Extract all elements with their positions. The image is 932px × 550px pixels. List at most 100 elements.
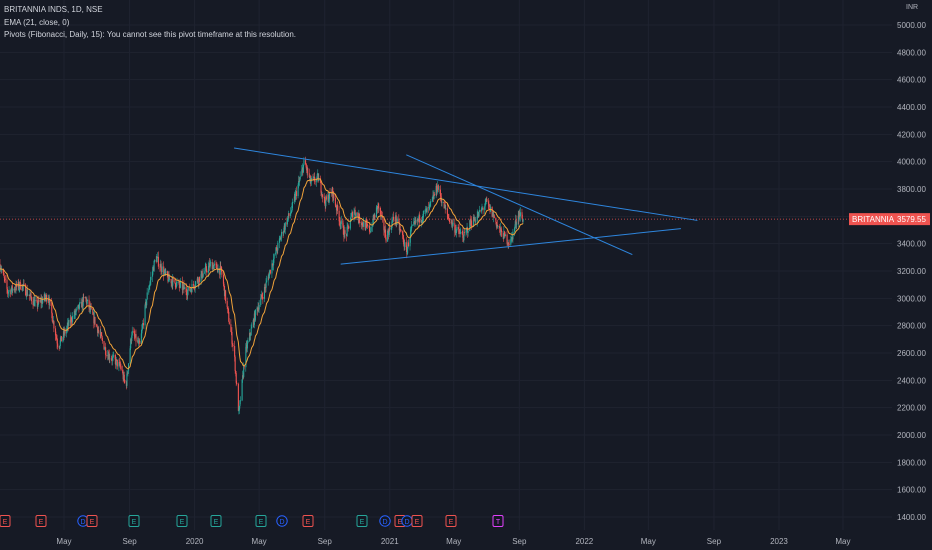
earnings-marker-icon[interactable]: E [86, 515, 98, 527]
candle-body [422, 217, 424, 220]
candle-body [113, 355, 115, 357]
candle-body [8, 291, 10, 293]
dividend-marker-icon[interactable]: D [77, 515, 89, 527]
candle-body [317, 174, 319, 181]
candle-body [424, 210, 427, 211]
split-marker-icon[interactable]: T [492, 515, 504, 527]
candle-body [439, 189, 442, 196]
earnings-marker-icon[interactable]: E [210, 515, 222, 527]
candle-body [521, 212, 523, 219]
candle-body [487, 201, 489, 204]
candle-body [66, 328, 68, 334]
time-axis[interactable]: May Sep 2020 May Sep 2021 May Sep 2022 May Sep 2023… [56, 537, 850, 546]
trendline[interactable] [233, 147, 698, 221]
candle-body [512, 231, 514, 240]
candle-body [436, 185, 438, 193]
candle-body [133, 330, 135, 333]
candle-body [410, 229, 412, 238]
candle-body [249, 332, 251, 336]
earnings-marker-icon[interactable]: E [356, 515, 368, 527]
earnings-marker-icon[interactable]: E [445, 515, 457, 527]
candle-body [34, 301, 36, 306]
candle-body [105, 354, 107, 356]
candle-body [444, 205, 446, 209]
candle-body [506, 234, 508, 244]
candle-body [400, 229, 402, 232]
candle-body [44, 297, 46, 299]
marker-letter: D [404, 519, 409, 526]
ema-indicator-label[interactable]: EMA (21, close, 0) [4, 17, 70, 27]
trendlines[interactable] [233, 147, 698, 265]
earnings-marker-icon[interactable]: E [255, 515, 267, 527]
candle-body [510, 237, 512, 240]
candle-body [344, 230, 346, 234]
candle-body [402, 235, 404, 238]
candle-body [178, 281, 180, 285]
candle-body [37, 299, 39, 305]
candle-body [23, 283, 25, 285]
earnings-marker-icon[interactable]: E [411, 515, 423, 527]
candle-body [239, 400, 242, 402]
candle-body [486, 198, 488, 202]
candle-body [495, 221, 497, 227]
candle-body [365, 222, 367, 224]
candle-body [6, 288, 9, 293]
candle-body [82, 297, 84, 306]
candle-body [225, 290, 227, 302]
price-axis[interactable]: 1400.00 1600.00 1800.00 2000.00 2200.00 2400.… [897, 21, 926, 522]
candle-body [271, 263, 274, 266]
candle-body [391, 220, 394, 222]
candle-body [288, 213, 290, 216]
dividend-marker-icon[interactable]: D [379, 515, 391, 527]
candle-body [236, 382, 238, 384]
candle-body [103, 341, 105, 350]
candle-body [30, 293, 32, 298]
candle-body [187, 287, 189, 291]
candle-body [242, 375, 244, 380]
candle-body [415, 219, 417, 223]
candle-body [496, 224, 499, 227]
candle-body [484, 204, 486, 207]
marker-letter: E [132, 519, 137, 526]
candle-body [324, 197, 326, 204]
candle-body [318, 178, 320, 181]
candle-body [71, 321, 73, 323]
candle-body [294, 193, 296, 201]
candle-body [118, 362, 120, 367]
candle-body [262, 297, 264, 299]
candle-body [230, 324, 232, 332]
price-tick-label: 3400.00 [897, 240, 926, 249]
price-tick-label: 3000.00 [897, 294, 926, 303]
dividend-marker-icon[interactable]: D [276, 515, 288, 527]
candle-body [305, 164, 307, 167]
earnings-marker-icon[interactable]: E [176, 515, 188, 527]
candle-body [4, 278, 6, 280]
candle-body [219, 265, 221, 275]
earnings-marker-icon[interactable]: E [302, 515, 314, 527]
candle-body [349, 221, 351, 229]
candle-body [299, 176, 301, 180]
earnings-marker-icon[interactable]: E [35, 515, 47, 527]
candle-body [265, 287, 267, 289]
trendline[interactable] [340, 228, 681, 265]
symbol-title[interactable]: BRITANNIA INDS, 1D, NSE [4, 5, 103, 14]
candle-body [114, 355, 116, 360]
candle-body [86, 299, 89, 301]
earnings-marker-icon[interactable]: E [0, 515, 11, 527]
candle-body [141, 329, 143, 334]
marker-letter: D [279, 519, 284, 526]
candle-body [398, 223, 400, 231]
candle-body [308, 173, 310, 178]
pivots-indicator-label[interactable]: Pivots (Fibonacci, Daily, 15): You canno… [4, 30, 296, 39]
marker-letter: T [496, 519, 501, 526]
candle-body [463, 232, 465, 233]
candle-body [485, 199, 487, 205]
candle-body [235, 370, 237, 374]
candle-body [56, 339, 58, 344]
dividend-marker-icon[interactable]: D [401, 515, 413, 527]
candle-body [447, 214, 449, 217]
candle-body [142, 323, 145, 326]
earnings-marker-icon[interactable]: E [128, 515, 140, 527]
